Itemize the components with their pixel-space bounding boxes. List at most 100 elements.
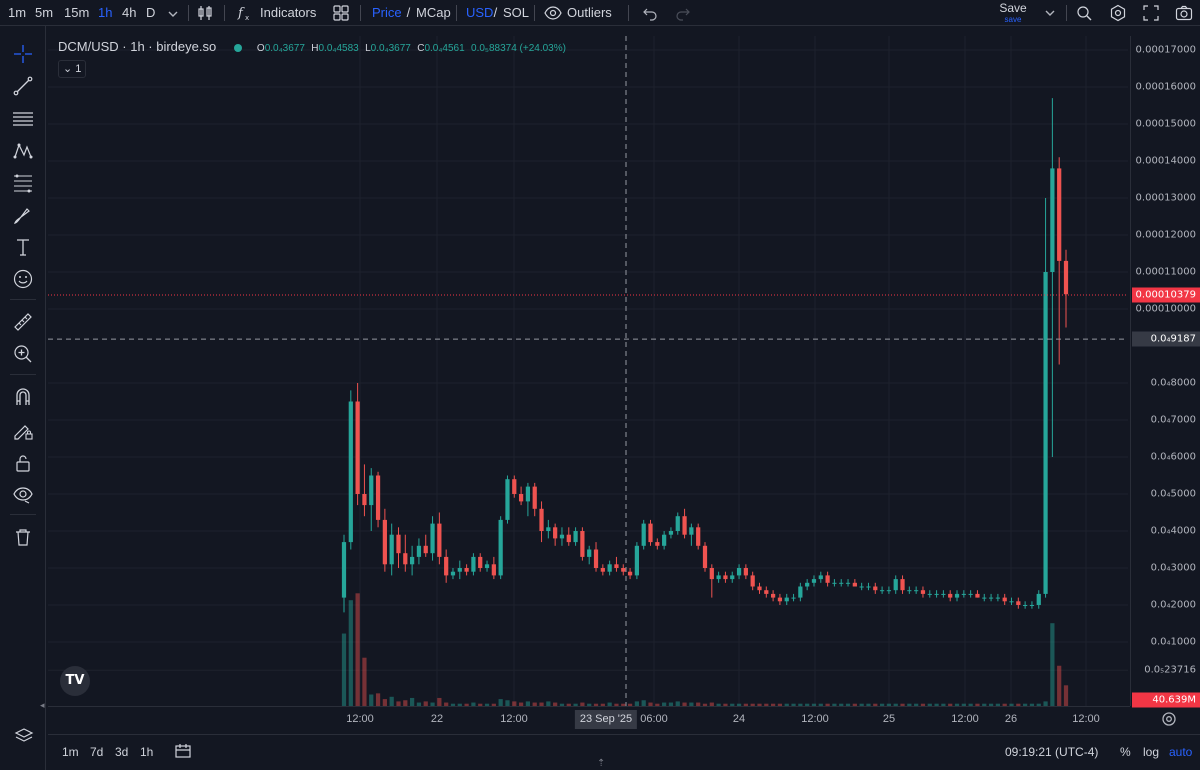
candle: [1057, 168, 1062, 261]
symbol-title[interactable]: DCM/USD · 1h · birdeye.so: [58, 39, 217, 54]
candles-icon[interactable]: [196, 4, 214, 22]
crosshair-icon[interactable]: [11, 42, 35, 66]
percent-toggle[interactable]: %: [1120, 745, 1131, 759]
candle: [852, 582, 857, 587]
chart-pane[interactable]: DCM/USD · 1h · birdeye.so O0.0₄3677 H0.0…: [48, 36, 1128, 706]
brush-icon[interactable]: [11, 203, 35, 227]
price-toggle[interactable]: Price: [372, 5, 402, 20]
tradingview-logo[interactable]: TV: [60, 666, 90, 696]
candle: [532, 486, 537, 509]
price-axis[interactable]: 0.00017000 0.00016000 0.00015000 0.00014000…: [1130, 36, 1200, 708]
svg-text:x: x: [245, 14, 249, 22]
candle: [743, 568, 748, 576]
indicator-collapse-toggle[interactable]: ⌄ 1: [58, 60, 86, 78]
volume-bar: [1002, 703, 1007, 706]
panel-drag-handle-icon[interactable]: ⇡: [597, 758, 606, 769]
magnet-icon[interactable]: [11, 385, 35, 409]
range-1h[interactable]: 1h: [140, 745, 154, 759]
layers-icon[interactable]: [14, 726, 34, 746]
candle: [791, 597, 796, 599]
axis-settings-gear-icon[interactable]: [1160, 710, 1178, 728]
crosshair-time-label: 23 Sep '25: [574, 710, 638, 729]
volume-bar: [914, 703, 919, 706]
fib-retracement-icon[interactable]: [11, 171, 35, 195]
camera-icon[interactable]: [1175, 4, 1193, 22]
price-label: 0.0₄7000: [1150, 414, 1196, 426]
price-label: 0.00015000: [1135, 118, 1196, 130]
trash-icon[interactable]: [11, 525, 35, 549]
text-tool-icon[interactable]: [11, 235, 35, 259]
candle: [689, 527, 694, 535]
layout-grid-icon[interactable]: [332, 4, 350, 22]
calendar-range-icon[interactable]: [174, 743, 192, 759]
unlock-icon[interactable]: [11, 451, 35, 475]
chevron-down-icon[interactable]: [164, 5, 182, 23]
eye-icon[interactable]: [544, 4, 562, 22]
volume-bar: [607, 702, 612, 706]
fullscreen-icon[interactable]: [1142, 4, 1160, 22]
candle: [873, 586, 878, 591]
volume-bar: [369, 694, 374, 706]
log-toggle[interactable]: log: [1143, 745, 1160, 759]
volume-bar: [941, 703, 946, 706]
candle: [1036, 593, 1041, 605]
interval-1h[interactable]: 1h: [98, 5, 113, 20]
outliers-button[interactable]: Outliers: [567, 5, 612, 20]
range-7d[interactable]: 7d: [90, 745, 104, 759]
candle: [641, 523, 646, 546]
indicators-button[interactable]: Indicators: [260, 5, 317, 20]
volume-bar: [716, 703, 721, 706]
volume-bar: [546, 701, 551, 706]
save-button[interactable]: Save save: [985, 0, 1041, 26]
candle: [982, 597, 987, 599]
range-1m[interactable]: 1m: [62, 745, 79, 759]
candlestick-chart[interactable]: [48, 36, 1128, 706]
save-menu-chevron-icon[interactable]: [1041, 4, 1059, 22]
candle: [948, 593, 953, 598]
legend-close-value: 0.0₄4561: [424, 43, 465, 54]
range-3d[interactable]: 3d: [115, 745, 129, 759]
visibility-eye-icon[interactable]: [11, 482, 35, 506]
candle: [566, 534, 571, 543]
interval-d[interactable]: D: [146, 5, 156, 20]
quick-search-icon[interactable]: [1075, 4, 1093, 22]
candle: [634, 545, 639, 576]
pattern-icon[interactable]: [11, 139, 35, 163]
auto-scale-toggle[interactable]: auto: [1169, 745, 1193, 759]
undo-icon[interactable]: [641, 4, 659, 22]
candle: [375, 475, 381, 520]
collapse-toolbar-arrow-icon[interactable]: ◂: [40, 700, 45, 710]
zoom-in-icon[interactable]: [11, 342, 35, 366]
emoji-icon[interactable]: [11, 267, 35, 291]
volume-bar: [382, 699, 387, 706]
volume-bar: [893, 703, 898, 706]
interval-5m[interactable]: 5m: [35, 5, 54, 20]
interval-4h[interactable]: 4h: [122, 5, 137, 20]
volume-bar: [1050, 623, 1055, 706]
candle: [484, 564, 490, 568]
mcap-toggle[interactable]: MCap: [416, 5, 451, 20]
lock-drawing-icon[interactable]: [11, 418, 35, 442]
volume-bar: [498, 699, 503, 706]
time-axis[interactable]: 12:00 22 12:00 06:00 24 12:00 25 12:00 2…: [48, 706, 1130, 732]
settings-hex-icon[interactable]: [1109, 4, 1127, 22]
volume-bar: [723, 703, 728, 706]
horizontal-lines-icon[interactable]: [11, 107, 35, 131]
interval-15m[interactable]: 15m: [64, 5, 90, 20]
price-label: 0.00012000: [1135, 229, 1196, 241]
clock-timezone[interactable]: 09:19:21 (UTC-4): [1005, 745, 1099, 759]
sol-toggle[interactable]: SOL: [503, 5, 530, 20]
candle: [444, 556, 449, 576]
chevron-down-icon: ⌄: [63, 63, 73, 75]
usd-toggle[interactable]: USD: [466, 5, 494, 20]
candle: [975, 593, 980, 598]
candle: [655, 542, 660, 546]
candle: [682, 516, 687, 535]
trend-line-icon[interactable]: [11, 74, 35, 98]
ruler-icon[interactable]: [11, 310, 35, 334]
redo-icon[interactable]: [674, 4, 692, 22]
interval-1m[interactable]: 1m: [8, 5, 27, 20]
candle: [410, 556, 415, 565]
